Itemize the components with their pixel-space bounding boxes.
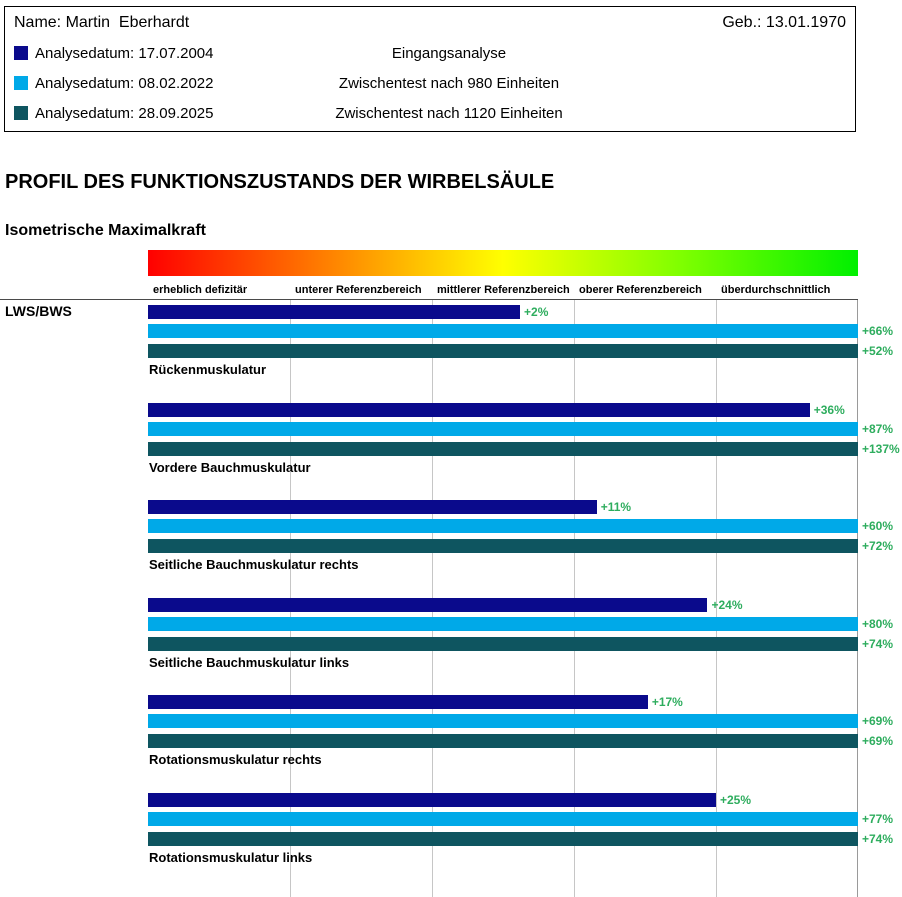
- bar-series-1: [148, 403, 810, 417]
- category-label: Seitliche Bauchmuskulatur rechts: [149, 557, 359, 572]
- bar-row: +74%: [148, 832, 893, 846]
- patient-name-label: Name:: [14, 14, 62, 31]
- bar-value-label: +11%: [600, 500, 632, 514]
- bar-value-label: +2%: [524, 305, 549, 319]
- bar-series-2: [148, 519, 858, 533]
- series2-color-swatch: [14, 76, 28, 90]
- bar-row: +69%: [148, 734, 893, 748]
- chart-right-border: [857, 300, 858, 897]
- bar-value-label: +69%: [862, 714, 894, 728]
- bar-value-label: +24%: [711, 598, 743, 612]
- category-label: Vordere Bauchmuskulatur: [149, 460, 311, 475]
- bar-value-label: +66%: [862, 324, 894, 338]
- bar-row: +69%: [148, 714, 893, 728]
- analysis-date: Analysedatum: 28.09.2025: [35, 105, 213, 122]
- bar-value-label: +72%: [862, 539, 894, 553]
- bar-row: +72%: [148, 539, 893, 553]
- bar-value-label: +69%: [862, 734, 894, 748]
- bar-value-label: +25%: [720, 793, 752, 807]
- bar-series-1: [148, 500, 597, 514]
- zone-label: erheblich defizitär: [153, 284, 248, 296]
- bar-series-3: [148, 832, 858, 846]
- analysis-description: Zwischentest nach 1120 Einheiten: [335, 105, 563, 122]
- bar-series-2: [148, 617, 858, 631]
- bar-row: +52%: [148, 344, 893, 358]
- patient-birthdate: Geb.: 13.01.1970: [722, 14, 846, 32]
- analysis-date: Analysedatum: 08.02.2022: [35, 75, 213, 92]
- analysis-description: Eingangsanalyse: [391, 45, 507, 62]
- gridline: [716, 300, 717, 897]
- bar-series-2: [148, 422, 858, 436]
- region-label: LWS/BWS: [5, 303, 72, 319]
- patient-name: Name: Martin Eberhardt: [14, 14, 189, 32]
- series1-color-swatch: [14, 46, 28, 60]
- bar-row: +2%: [148, 305, 858, 319]
- analysis-date-value: 17.07.2004: [138, 45, 214, 62]
- bar-series-1: [148, 695, 648, 709]
- bar-value-label: +80%: [862, 617, 894, 631]
- analysis-legend-row: Analysedatum: 28.09.2025 Zwischentest na…: [14, 105, 853, 123]
- bar-series-3: [148, 539, 858, 553]
- bar-row: +77%: [148, 812, 893, 826]
- bar-series-3: [148, 637, 858, 651]
- bar-value-label: +52%: [862, 344, 894, 358]
- bar-value-label: +17%: [651, 695, 683, 709]
- series3-color-swatch: [14, 106, 28, 120]
- page-title: PROFIL DES FUNKTIONSZUSTANDS DER WIRBELS…: [5, 171, 555, 193]
- bar-value-label: +36%: [813, 403, 845, 417]
- analysis-legend-row: Analysedatum: 08.02.2022 Zwischentest na…: [14, 75, 853, 93]
- bar-value-label: +137%: [862, 442, 900, 456]
- category-label: Seitliche Bauchmuskulatur links: [149, 655, 350, 670]
- bar-row: +60%: [148, 519, 893, 533]
- analysis-date-value: 28.09.2025: [138, 105, 214, 122]
- patient-header-box: Name: Martin Eberhardt Geb.: 13.01.1970 …: [4, 6, 856, 132]
- bar-row: +25%: [148, 793, 858, 807]
- bar-series-3: [148, 442, 858, 456]
- chart-top-border: [0, 299, 858, 300]
- category-label: Rotationsmuskulatur links: [149, 850, 313, 865]
- analysis-date-label: Analysedatum:: [35, 45, 135, 62]
- bar-row: +11%: [148, 500, 858, 514]
- patient-name-value: Martin Eberhardt: [65, 14, 190, 31]
- zone-label: überdurchschnittlich: [721, 284, 831, 296]
- bar-series-3: [148, 734, 858, 748]
- analysis-date-value: 08.02.2022: [138, 75, 214, 92]
- reference-gradient-bar: [148, 250, 858, 276]
- analysis-date-label: Analysedatum:: [35, 105, 135, 122]
- bar-series-2: [148, 714, 858, 728]
- bar-value-label: +77%: [862, 812, 894, 826]
- bar-series-1: [148, 305, 521, 319]
- bar-value-label: +74%: [862, 637, 894, 651]
- zone-label: unterer Referenzbereich: [295, 284, 422, 296]
- bar-row: +87%: [148, 422, 893, 436]
- bar-row: +66%: [148, 324, 893, 338]
- bar-series-2: [148, 812, 858, 826]
- zone-label: mittlerer Referenzbereich: [437, 284, 570, 296]
- analysis-description: Zwischentest nach 980 Einheiten: [338, 75, 560, 92]
- analysis-date: Analysedatum: 17.07.2004: [35, 45, 213, 62]
- bar-row: +17%: [148, 695, 858, 709]
- analysis-legend-row: Analysedatum: 17.07.2004 Eingangsanalyse: [14, 45, 853, 63]
- birthdate-label: Geb.:: [722, 14, 762, 31]
- bar-value-label: +60%: [862, 519, 894, 533]
- bar-row: +36%: [148, 403, 858, 417]
- bar-row: +137%: [148, 442, 900, 456]
- bar-value-label: +87%: [862, 422, 894, 436]
- bar-row: +80%: [148, 617, 893, 631]
- reference-zone-labels: erheblich defizitär unterer Referenzbere…: [148, 284, 858, 297]
- category-label: Rotationsmuskulatur rechts: [149, 752, 322, 767]
- bar-row: +74%: [148, 637, 893, 651]
- bar-series-2: [148, 324, 858, 338]
- analysis-date-label: Analysedatum:: [35, 75, 135, 92]
- birthdate-value: 13.01.1970: [765, 14, 846, 31]
- section-title: Isometrische Maximalkraft: [5, 222, 206, 239]
- zone-label: oberer Referenzbereich: [579, 284, 702, 296]
- bar-series-1: [148, 793, 716, 807]
- bar-value-label: +74%: [862, 832, 894, 846]
- category-label: Rückenmuskulatur: [149, 362, 267, 377]
- bar-series-3: [148, 344, 858, 358]
- bar-row: +24%: [148, 598, 858, 612]
- bar-series-1: [148, 598, 708, 612]
